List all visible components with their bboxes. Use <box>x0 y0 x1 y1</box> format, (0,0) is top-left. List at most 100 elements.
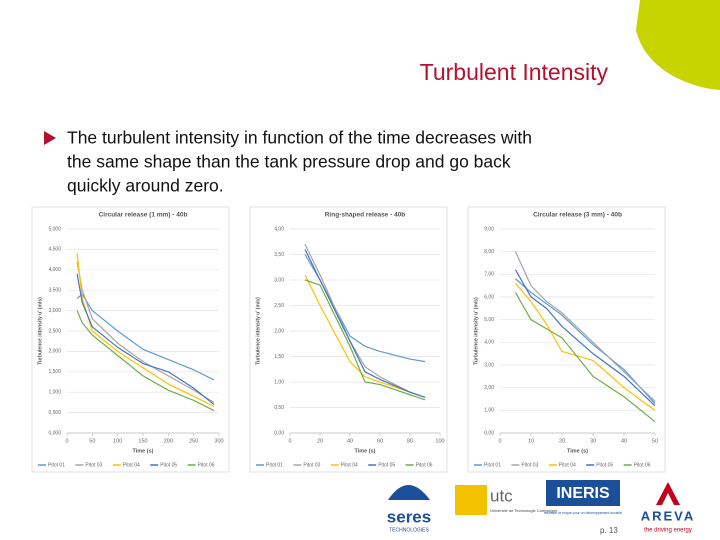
y-tick-label: 8,00 <box>484 249 494 255</box>
y-tick-label: 4,00 <box>484 340 494 346</box>
legend-label: Pitot 01 <box>48 462 65 468</box>
series-line <box>304 249 426 398</box>
y-tick-label: 3,00 <box>484 362 494 368</box>
y-tick-label: 2,50 <box>274 303 284 309</box>
legend-label: Pitot 06 <box>416 462 433 468</box>
x-tick-label: 100 <box>435 438 444 444</box>
x-tick-label: 200 <box>164 438 173 444</box>
x-tick-label: 250 <box>189 438 198 444</box>
y-tick-label: 1,000 <box>48 390 61 396</box>
logo-text: INERIS <box>556 485 610 502</box>
x-tick-label: 60 <box>377 438 383 444</box>
utc-shape <box>455 485 487 515</box>
y-axis-label: Turbulence intensity u' (m/s) <box>473 297 479 365</box>
y-tick-label: 3,000 <box>48 308 61 314</box>
legend-label: Pitot 03 <box>85 462 102 468</box>
x-tick-label: 0 <box>65 438 68 444</box>
legend-label: Pitot 06 <box>634 462 651 468</box>
x-tick-label: 30 <box>590 438 596 444</box>
chart: Circular release (3 mm) - 40b 0,00 1,00 2,0… <box>467 206 666 473</box>
x-tick-label: 50 <box>652 438 658 444</box>
series-line <box>515 283 656 411</box>
series-line <box>304 279 426 401</box>
legend-label: Pitot 03 <box>521 462 538 468</box>
y-tick-label: 0,000 <box>48 430 61 436</box>
x-tick-label: 10 <box>528 438 534 444</box>
y-tick-label: 3,00 <box>274 277 284 283</box>
y-tick-label: 2,00 <box>274 328 284 334</box>
chart-frame <box>467 206 666 473</box>
y-axis-label: Turbulence intensity u' (m/s) <box>255 297 261 365</box>
series-line <box>76 253 215 408</box>
x-tick-label: 20 <box>559 438 565 444</box>
chart-title: Circular release (1 mm) - 40b <box>99 212 188 219</box>
y-tick-label: 1,00 <box>274 379 284 385</box>
x-tick-label: 300 <box>214 438 223 444</box>
logo-text: Université de Technologie Compiègne <box>490 508 558 513</box>
legend-label: Pitot 04 <box>123 462 140 468</box>
y-tick-label: 2,00 <box>484 385 494 391</box>
series-line <box>76 293 215 381</box>
logo-utc: utc Université de Technologie Compiègne <box>455 485 558 515</box>
y-tick-label: 7,00 <box>484 272 494 278</box>
y-tick-label: 1,00 <box>484 408 494 414</box>
logo-text: AREVA <box>641 508 696 523</box>
y-tick-label: 0,00 <box>274 430 284 436</box>
x-tick-label: 20 <box>317 438 323 444</box>
legend-label: Pitot 04 <box>559 462 576 468</box>
logo-text: TECHNOLOGIES <box>389 527 429 533</box>
series-line <box>514 251 656 402</box>
x-tick-label: 0 <box>288 438 291 444</box>
y-tick-label: 3,500 <box>48 288 61 294</box>
x-axis-label: Time (s) <box>133 448 154 454</box>
seres-shape <box>388 485 430 500</box>
page-number: p. 13 <box>600 526 618 535</box>
logo-ineris: INERIS maîtriser le risque pour un dével… <box>544 480 622 515</box>
y-axis-label: Turbulence intensity u' (m/s) <box>37 297 43 365</box>
x-tick-label: 0 <box>498 438 501 444</box>
x-tick-label: 40 <box>621 438 627 444</box>
x-axis-label: Time (s) <box>567 448 588 454</box>
series-line <box>515 278 656 404</box>
legend-label: Pitot 03 <box>303 462 320 468</box>
x-axis-label: Time (s) <box>355 448 376 454</box>
ineris-shape <box>546 480 620 506</box>
y-tick-label: 0,00 <box>484 430 494 436</box>
y-tick-label: 4,000 <box>48 267 61 273</box>
chart-title: Ring-shaped release - 40b <box>325 212 406 219</box>
y-tick-label: 9,00 <box>484 226 494 232</box>
y-tick-label: 4,00 <box>274 226 284 232</box>
y-tick-label: 6,00 <box>484 294 494 300</box>
y-tick-label: 2,000 <box>48 349 61 355</box>
bullet-text: quickly around zero. <box>67 176 224 196</box>
x-tick-label: 150 <box>138 438 147 444</box>
y-tick-label: 2,500 <box>48 328 61 334</box>
areva-shape <box>656 482 680 505</box>
x-tick-label: 40 <box>347 438 353 444</box>
y-tick-label: 3,50 <box>274 252 284 258</box>
series-line <box>514 269 656 407</box>
bullet-text: The turbulent intensity in function of t… <box>67 128 532 148</box>
legend-label: Pitot 05 <box>160 462 177 468</box>
logo-text: the driving energy <box>644 528 692 534</box>
logo-text: maîtriser le risque pour un développemen… <box>544 511 622 515</box>
series-line <box>76 310 215 412</box>
logo-text: utc <box>490 486 513 505</box>
series-line <box>76 273 215 405</box>
legend-label: Pitot 05 <box>378 462 395 468</box>
y-tick-label: 1,500 <box>48 369 61 375</box>
x-tick-label: 50 <box>89 438 95 444</box>
legend-label: Pitot 01 <box>266 462 283 468</box>
legend-label: Pitot 04 <box>341 462 358 468</box>
series-line <box>514 292 656 423</box>
logo-seres: seres TECHNOLOGIES <box>387 485 431 533</box>
chart-title: Circular release (3 mm) - 40b <box>533 212 622 219</box>
chart: Ring-shaped release - 40b 0,00 0,50 1,00 1,5… <box>249 206 448 473</box>
legend-label: Pitot 06 <box>198 462 215 468</box>
slide-title: Turbulent Intensity <box>420 59 609 85</box>
x-tick-label: 100 <box>113 438 122 444</box>
y-tick-label: 0,50 <box>274 405 284 411</box>
y-tick-label: 5,000 <box>48 226 61 232</box>
chart-frame <box>31 206 230 473</box>
